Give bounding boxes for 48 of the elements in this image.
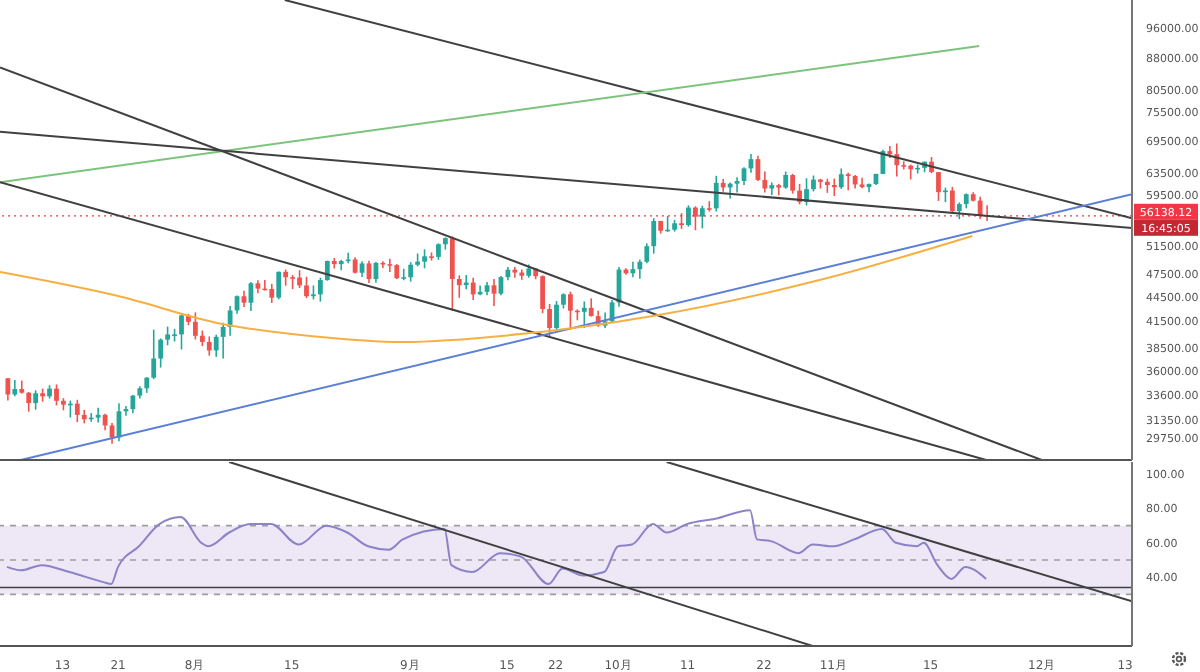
candlestick [470,276,476,301]
line-series [5,509,988,586]
candlestick [686,204,691,228]
candlestick [790,173,796,195]
candlestick [317,276,323,303]
candlestick [581,300,587,329]
candlestick [706,200,712,213]
candlestick [699,204,705,230]
candlestick [547,303,552,339]
candlestick [387,257,393,273]
candlestick [554,300,559,331]
candlestick [720,178,726,193]
candlestick [769,181,775,196]
candlestick [540,274,546,314]
candlestick [804,177,809,207]
candlestick [949,186,955,215]
candlestick [192,311,198,341]
candlestick [568,290,573,330]
candlestick [33,389,39,411]
candlestick [449,235,455,312]
candlestick [422,248,427,270]
candlestick [276,270,282,301]
candlestick [165,325,170,347]
candlestick [401,268,407,282]
candlestick [5,377,11,402]
candlestick [179,313,184,351]
candlestick [734,176,740,194]
candlestick [130,394,136,415]
candlestick [651,217,657,255]
candlestick [304,275,309,299]
candlestick [213,333,219,358]
candlestick [95,406,101,424]
candlestick [977,196,983,220]
candlestick [491,278,497,307]
candlestick [206,335,212,357]
candlestick [408,261,414,283]
line-series [0,234,974,343]
candlestick [54,383,59,407]
candlestick [74,398,80,423]
candlestick [838,167,844,190]
candlestick [936,171,941,202]
candlestick [269,283,275,304]
candlestick [512,266,518,279]
candlestick [331,257,337,270]
candlestick [845,171,851,192]
candlestick [693,205,698,231]
candlestick [713,175,719,213]
candlestick [227,305,233,337]
